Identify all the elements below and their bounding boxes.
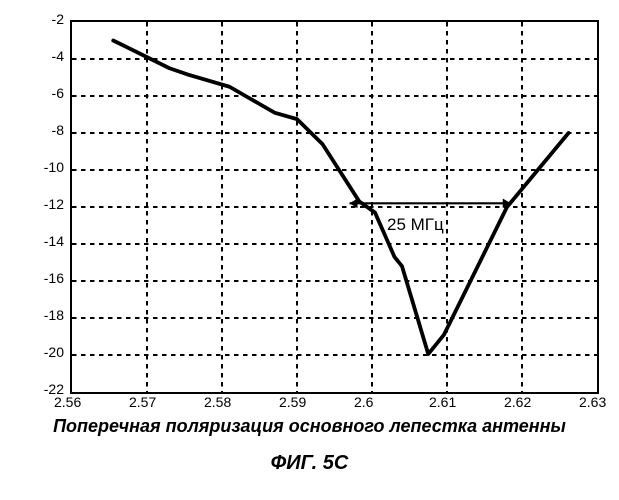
gridline-v — [296, 22, 298, 392]
annotation-label: 25 МГц — [387, 215, 444, 235]
gridline-v — [521, 22, 523, 392]
figure-5c: Поперечная поляризация основного лепестк… — [10, 10, 609, 490]
figure-caption: Поперечная поляризация основного лепестк… — [10, 416, 609, 437]
figure-number: ФИГ. 5C — [10, 452, 609, 475]
gridline-h — [72, 280, 597, 282]
gridline-h — [72, 243, 597, 245]
y-tick-label: -16 — [44, 270, 64, 286]
x-tick-label: 2.63 — [579, 394, 606, 410]
gridline-h — [72, 132, 597, 134]
gridline-v — [221, 22, 223, 392]
y-tick-label: -10 — [44, 159, 64, 175]
x-tick-label: 2.59 — [279, 394, 306, 410]
gridline-h — [72, 95, 597, 97]
y-tick-label: -8 — [52, 122, 64, 138]
y-tick-label: -12 — [44, 196, 64, 212]
gridline-v — [146, 22, 148, 392]
y-tick-label: -6 — [52, 85, 64, 101]
x-tick-label: 2.56 — [54, 394, 81, 410]
y-tick-label: -18 — [44, 307, 64, 323]
x-tick-label: 2.57 — [129, 394, 156, 410]
y-tick-label: -14 — [44, 233, 64, 249]
gridline-h — [72, 169, 597, 171]
x-tick-label: 2.61 — [429, 394, 456, 410]
x-tick-label: 2.62 — [504, 394, 531, 410]
gridline-v — [371, 22, 373, 392]
y-tick-label: -4 — [52, 48, 64, 64]
gridline-h — [72, 58, 597, 60]
data-curve — [113, 41, 568, 355]
x-tick-label: 2.6 — [354, 394, 373, 410]
gridline-h — [72, 354, 597, 356]
x-tick-label: 2.58 — [204, 394, 231, 410]
gridline-h — [72, 317, 597, 319]
plot-area — [70, 20, 599, 394]
gridline-h — [72, 206, 597, 208]
gridline-v — [446, 22, 448, 392]
y-tick-label: -2 — [52, 11, 64, 27]
y-tick-label: -20 — [44, 344, 64, 360]
